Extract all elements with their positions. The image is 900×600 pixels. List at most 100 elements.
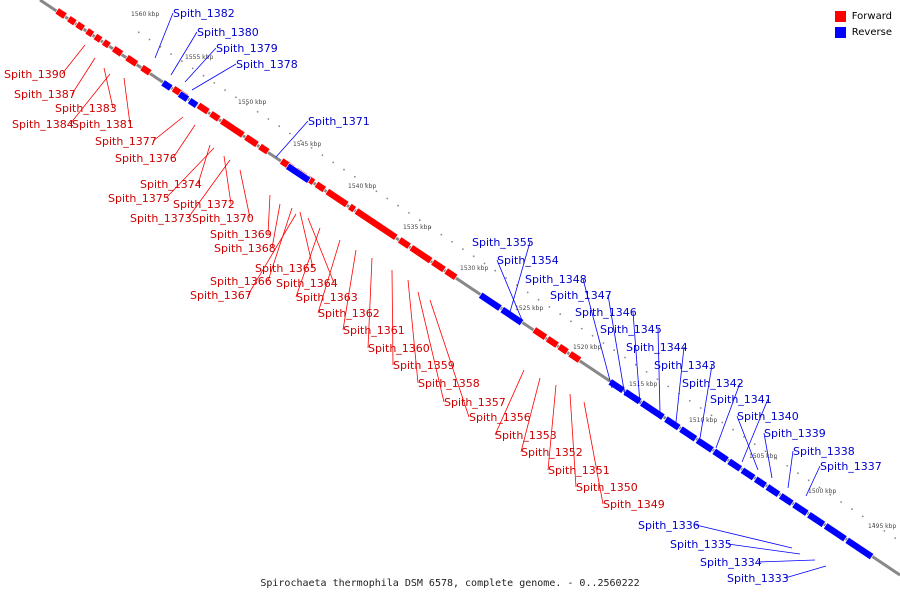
ruler-dot (861, 515, 864, 518)
legend-forward: Forward (834, 8, 892, 24)
gene-leader-line (271, 203, 281, 249)
gene-block-forward (208, 110, 222, 123)
gene-block-reverse (753, 475, 768, 490)
gene-label: Spith_1335 (670, 538, 732, 551)
gene-block-forward (84, 27, 96, 38)
gene-leader-line (197, 144, 211, 185)
gene-block-forward (66, 15, 78, 27)
gene-label: Spith_1361 (343, 324, 405, 337)
ruler-dot (526, 291, 529, 294)
ruler-dot (483, 262, 486, 265)
gene-block-forward (324, 187, 350, 209)
ruler-dot (256, 110, 259, 113)
gene-leader-line (71, 57, 96, 95)
gene-label: Spith_1346 (575, 306, 637, 319)
forward-swatch (834, 10, 846, 22)
gene-leader-line (632, 311, 641, 405)
ruler-dot (699, 407, 702, 409)
gene-leader-line (170, 31, 198, 76)
gene-block-forward (313, 180, 327, 194)
gene-block-forward (408, 244, 434, 265)
gene-leader-line (191, 63, 237, 91)
ruler-dot (408, 212, 410, 214)
gene-label: Spith_1367 (190, 289, 252, 302)
genome-caption: Spirochaeta thermophila DSM 6578, comple… (260, 578, 640, 589)
ruler-dot (451, 240, 453, 243)
gene-block-reverse (160, 79, 174, 92)
ruler-dot (310, 147, 313, 149)
gene-block-forward (54, 7, 68, 20)
gene-label: Spith_1375 (108, 192, 170, 205)
gene-block-reverse (663, 415, 682, 432)
gene-block-forward (111, 45, 125, 58)
ruler-dot (634, 363, 637, 366)
ruler-dot (656, 378, 659, 380)
gene-label: Spith_1384 (12, 118, 74, 131)
ruler-dot (440, 233, 443, 236)
gene-block-reverse (477, 291, 503, 312)
gene-leader-line (582, 278, 613, 389)
gene-label: Spith_1377 (95, 135, 157, 148)
ruler: 1560 kbp 1555 kbp 1550 kbp 1545 kbp 1540 kbp… (131, 11, 896, 530)
gene-block-forward (556, 343, 570, 356)
gene-blocks (54, 7, 875, 561)
gene-block-reverse (678, 425, 699, 443)
ruler-dot (602, 342, 605, 344)
gene-leader-line (569, 393, 577, 488)
ruler-dot (386, 197, 389, 200)
ruler-dot (418, 219, 421, 222)
gene-leader-line (695, 524, 793, 549)
gene-block-forward (243, 133, 260, 149)
gene-label: Spith_1340 (737, 410, 799, 423)
ruler-dot (580, 327, 583, 330)
gene-label: Spith_1342 (682, 377, 744, 390)
ruler-label: 1555 kbp (185, 54, 213, 61)
gene-leader-line (172, 124, 196, 159)
ruler-label: 1550 kbp (238, 99, 266, 106)
gene-label: Spith_1358 (418, 377, 480, 390)
gene-block-reverse (806, 511, 827, 528)
ruler-dot (537, 298, 540, 301)
gene-block-forward (531, 326, 549, 341)
gene-leader-line (61, 44, 86, 75)
gene-label: Spith_1344 (626, 341, 688, 354)
ruler-dot (613, 349, 616, 352)
gene-leader-line (223, 155, 232, 205)
gene-label: Spith_1334 (700, 556, 762, 569)
gene-label: Spith_1348 (525, 273, 587, 286)
gene-leader-line (741, 398, 769, 463)
gene-leader-line (307, 217, 335, 284)
ruler-label: 1500 kbp (808, 488, 836, 495)
gene-leader-line (407, 279, 419, 384)
reverse-swatch (834, 26, 846, 38)
ruler-dot (883, 530, 886, 532)
ruler-dot (764, 450, 767, 453)
legend: Forward Reverse (834, 8, 892, 40)
ruler-dot (548, 306, 551, 308)
gene-label: Spith_1352 (521, 446, 583, 459)
gene-leader-line (509, 241, 531, 313)
ruler-label: 1535 kbp (403, 224, 431, 231)
gene-leader-line (520, 377, 541, 453)
gene-label: Spith_1353 (495, 429, 557, 442)
ruler-dot (332, 161, 335, 164)
legend-reverse-label: Reverse (851, 26, 892, 38)
gene-leader-line (367, 257, 373, 349)
ruler-dot (894, 537, 897, 539)
gene-label: Spith_1345 (600, 323, 662, 336)
gene-label: Spith_1363 (296, 291, 358, 304)
ruler-dot (786, 464, 788, 467)
ruler-dot (818, 486, 821, 489)
gene-block-reverse (778, 492, 795, 507)
gene-block-forward (74, 20, 86, 32)
ruler-dot (645, 371, 648, 373)
ruler-dot (851, 508, 853, 511)
gene-label: Spith_1364 (276, 277, 338, 290)
gene-label: Spith_1373 (130, 212, 192, 225)
ruler-dot (624, 356, 626, 359)
gene-leader-line (494, 369, 525, 436)
gene-label: Spith_1359 (393, 359, 455, 372)
gene-block-reverse (186, 97, 200, 109)
ruler-dot (181, 60, 183, 63)
